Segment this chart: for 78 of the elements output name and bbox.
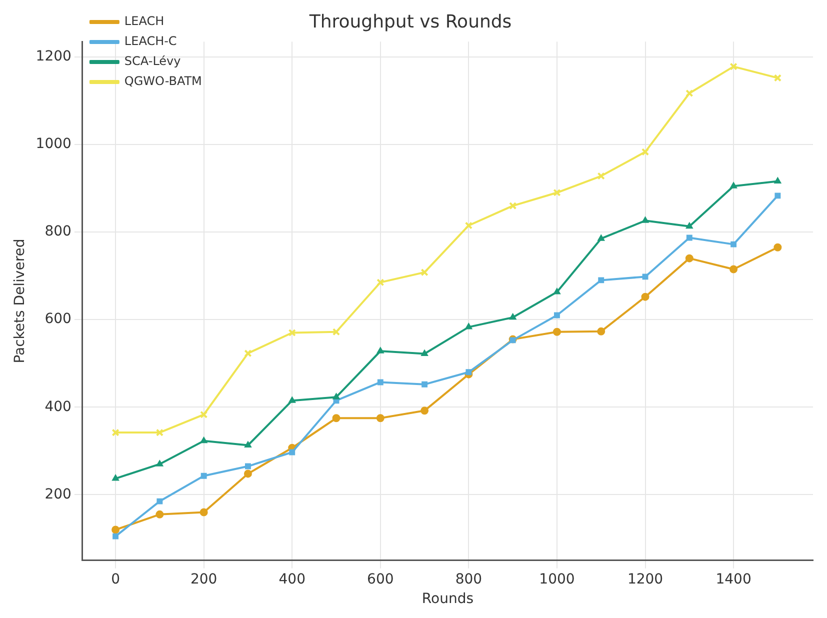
point: [509, 202, 517, 210]
point: [730, 182, 738, 188]
point: [730, 265, 738, 274]
point: [553, 288, 560, 294]
point: [597, 172, 605, 180]
point: [466, 369, 472, 376]
y-tick-label: 400: [44, 398, 72, 415]
point: [156, 510, 164, 518]
point: [598, 234, 605, 241]
point: [686, 89, 694, 98]
point: [552, 328, 561, 336]
y-tick-label: 1200: [36, 48, 72, 65]
legend-label: SCA-Lévy: [124, 54, 181, 68]
point: [244, 463, 251, 470]
point: [244, 470, 252, 478]
point: [376, 414, 384, 422]
point: [641, 148, 650, 156]
point: [112, 533, 119, 540]
point: [642, 216, 649, 223]
point: [642, 274, 648, 280]
point: [377, 379, 384, 386]
y-tick-label: 800: [44, 224, 72, 240]
point: [289, 449, 296, 456]
point: [641, 292, 650, 301]
chart-title: Throughput vs Rounds: [308, 11, 512, 32]
point: [464, 222, 473, 230]
x-tick-label: 1000: [539, 571, 575, 588]
point: [420, 268, 428, 276]
point: [730, 62, 738, 70]
y-axis-title: Packets Delivered: [12, 238, 28, 364]
point: [112, 526, 120, 534]
point: [774, 192, 781, 199]
x-tick-label: 1400: [716, 571, 752, 588]
point: [509, 313, 516, 320]
point: [200, 436, 208, 444]
x-tick-label: 0: [111, 571, 120, 588]
point: [200, 410, 208, 418]
point: [554, 312, 560, 318]
point: [376, 278, 384, 286]
x-tick-label: 600: [367, 571, 394, 588]
x-axis-title: Rounds: [422, 591, 474, 608]
point: [553, 188, 561, 196]
point: [332, 414, 340, 422]
legend-label: LEACH-C: [124, 34, 177, 48]
point: [200, 472, 207, 479]
point: [244, 349, 252, 358]
point: [686, 234, 692, 241]
point: [774, 243, 782, 252]
point: [156, 428, 164, 436]
point: [465, 323, 472, 330]
x-tick-label: 400: [278, 571, 306, 588]
point: [288, 328, 296, 337]
legend-label: QGWO-BATM: [124, 74, 202, 88]
point: [420, 406, 429, 415]
point: [421, 350, 428, 356]
point: [422, 381, 428, 388]
x-tick-label: 200: [190, 571, 218, 588]
point: [112, 474, 120, 481]
point: [288, 396, 296, 403]
point: [730, 241, 737, 248]
point: [200, 508, 208, 516]
point: [376, 347, 384, 354]
point: [774, 177, 782, 184]
point: [686, 222, 693, 229]
y-tick-label: 1000: [36, 136, 72, 152]
y-tick-label: 200: [44, 486, 72, 502]
point: [332, 393, 340, 400]
y-tick-label: 600: [44, 311, 72, 328]
x-tick-label: 1200: [627, 571, 664, 588]
point: [685, 254, 694, 262]
point: [597, 327, 606, 336]
point: [598, 277, 604, 284]
x-tick-label: 800: [455, 571, 482, 588]
point: [156, 460, 164, 466]
point: [156, 498, 163, 504]
point: [244, 441, 252, 448]
point: [332, 328, 340, 336]
legend-label: LEACH: [124, 14, 164, 28]
